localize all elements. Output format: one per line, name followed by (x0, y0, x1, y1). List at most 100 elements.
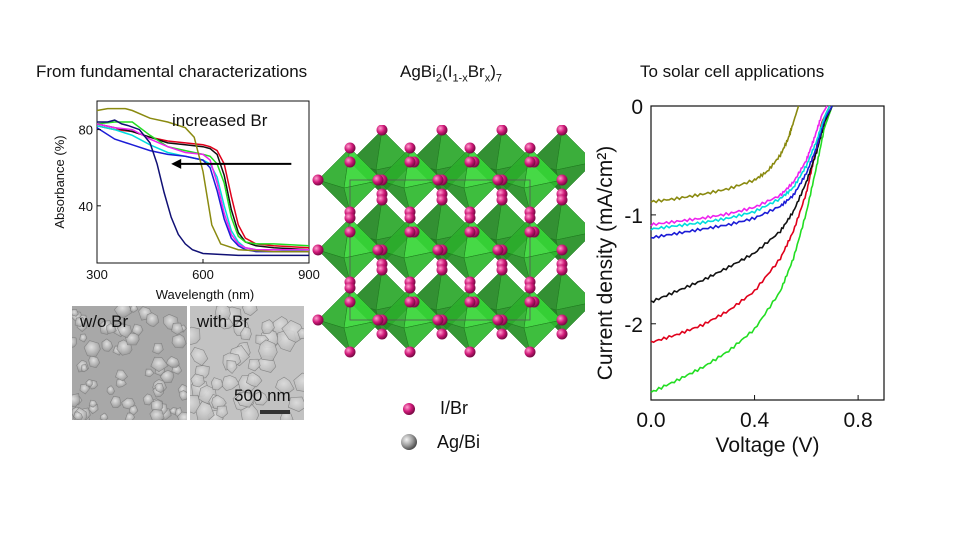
octahedron-face (463, 319, 503, 353)
sem-grain (72, 308, 79, 317)
formula-heading: AgBi2(I1-xBrx)7 (400, 62, 503, 85)
sem-grain (221, 375, 240, 392)
halide-atom (556, 174, 568, 186)
halide-atom (556, 194, 568, 206)
jv-series-4 (650, 105, 833, 239)
sem-grain (83, 340, 101, 358)
sem-grain (128, 405, 139, 416)
absorbance-ytick-label: 80 (79, 123, 93, 138)
octahedron-face (523, 179, 563, 213)
halide-atom (344, 156, 356, 168)
halide-atoms (312, 125, 568, 358)
halide-atom (344, 296, 356, 308)
sem-grain (165, 355, 180, 368)
halide-atom (404, 346, 416, 358)
jv-chart: 0.0 0.4 0.8 0 -1 -2 Voltage (V) Current density… (594, 96, 885, 457)
halide-atom (432, 244, 444, 256)
jv-ytick-label: 0 (631, 96, 643, 119)
halide-atom (404, 282, 416, 294)
halide-atom (376, 125, 388, 136)
jv-xtick-label: 0.0 (636, 409, 665, 432)
sem-grain (293, 372, 304, 392)
legend-agbi-label: Ag/Bi (437, 432, 481, 452)
sem-grain (171, 322, 184, 335)
halide-atom (376, 328, 388, 340)
absorbance-xlabel: Wavelength (nm) (156, 287, 255, 302)
halide-atom (436, 125, 448, 136)
jv-series-7 (650, 105, 800, 204)
absorbance-xtick-label: 300 (86, 267, 108, 282)
sem-grain (190, 373, 205, 388)
halide-atom (496, 125, 508, 136)
halide-atom (312, 244, 324, 256)
sem-grain (159, 369, 175, 384)
halide-atom (432, 314, 444, 326)
halide-atom (496, 328, 508, 340)
scale-bar (260, 410, 290, 414)
sem-grain (177, 411, 187, 420)
octahedron-face (343, 179, 383, 213)
annotation-arrow-head (171, 158, 182, 169)
octahedron-face (343, 249, 383, 283)
octahedron-face (463, 249, 503, 283)
halide-atom (344, 282, 356, 294)
sem-grain (144, 368, 155, 378)
absorbance-xtick-label: 600 (192, 267, 214, 282)
sem-grain (297, 327, 304, 340)
absorbance-series-3 (96, 121, 310, 247)
sem-grain (145, 312, 160, 328)
halide-atom (524, 212, 536, 224)
octahedron-face (523, 249, 563, 283)
sem-grain (80, 364, 88, 373)
halide-atom (496, 264, 508, 276)
sem-grain (246, 372, 263, 388)
octahedra (317, 129, 585, 353)
sem-grain (214, 306, 231, 320)
sem-left-label: w/o Br (80, 312, 129, 331)
sem-grain (258, 339, 278, 362)
absorbance-annotation: increased Br (172, 111, 268, 130)
octahedron-face (403, 319, 443, 353)
sem-grain (115, 369, 129, 382)
sem-grain (235, 391, 256, 408)
halide-atom (464, 346, 476, 358)
halide-atom (436, 264, 448, 276)
octahedron-face (463, 179, 503, 213)
sem-grain (154, 382, 165, 394)
sem-grain (149, 409, 165, 420)
sem-grain-texture-right (190, 306, 304, 420)
halide-atom (524, 346, 536, 358)
halide-atom (524, 142, 536, 154)
halide-atom (344, 226, 356, 238)
sem-grain (171, 365, 183, 375)
sem-grain (240, 404, 260, 420)
sem-grain (281, 319, 304, 343)
halide-atom (464, 212, 476, 224)
sem-image-with-br: with Br 500 nm (190, 306, 304, 420)
halide-atom (492, 174, 504, 186)
sem-grain (210, 377, 224, 391)
absorbance-series-2 (96, 123, 310, 251)
sem-grain (79, 333, 88, 343)
halide-atom (464, 226, 476, 238)
sem-grain (226, 359, 238, 374)
legend-markers (401, 403, 417, 450)
sem-grain (110, 395, 122, 408)
halide-atom (344, 142, 356, 154)
halide-atom (436, 328, 448, 340)
sem-grain (106, 385, 115, 395)
sem-grain (261, 319, 275, 335)
absorbance-series-5 (96, 123, 309, 251)
sem-grain (116, 323, 132, 339)
sem-grain (131, 323, 144, 336)
sem-grain (73, 411, 83, 420)
halide-atom (556, 125, 568, 136)
jv-plot-frame (650, 105, 885, 401)
sem-grain (106, 323, 117, 335)
scale-bar-label: 500 nm (234, 386, 291, 405)
halide-atom (404, 212, 416, 224)
sem-grain (99, 412, 109, 420)
sem-grain (101, 338, 114, 352)
absorbance-xtick-label: 900 (298, 267, 320, 282)
sem-grain (216, 405, 228, 419)
